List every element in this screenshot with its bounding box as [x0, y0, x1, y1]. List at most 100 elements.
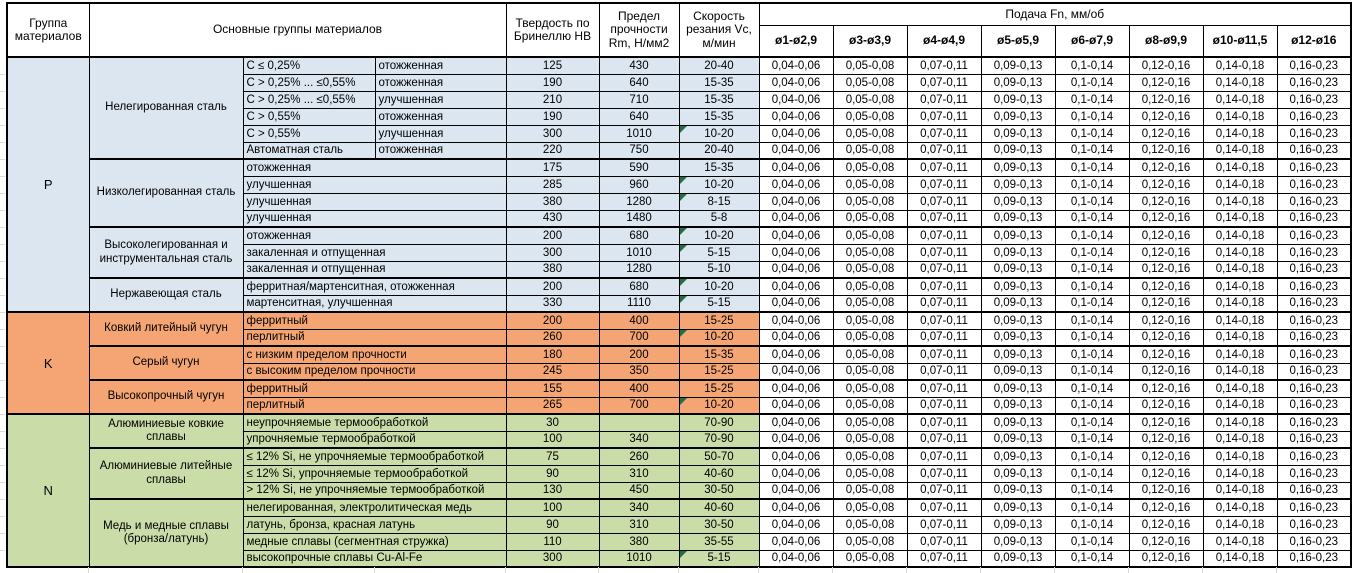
cutting-speed-cell[interactable]: 70-90	[678, 413, 760, 432]
feed-cell[interactable]: 0,05-0,08	[832, 362, 908, 381]
strength-cell[interactable]: 450	[598, 481, 680, 500]
feed-cell[interactable]: 0,05-0,08	[832, 192, 908, 211]
material-variant-cell[interactable]: высокопрочные сплавы Cu-Al-Fe	[242, 549, 507, 568]
feed-cell[interactable]: 0,05-0,08	[832, 124, 908, 143]
header-feed-d3[interactable]: ø4-ø4,9	[906, 24, 982, 58]
feed-cell[interactable]: 0,14-0,18	[1202, 158, 1278, 177]
feed-cell[interactable]: 0,05-0,08	[832, 549, 908, 568]
feed-cell[interactable]: 0,14-0,18	[1202, 311, 1278, 330]
feed-cell[interactable]: 0,07-0,11	[906, 549, 982, 568]
feed-cell[interactable]: 0,04-0,06	[758, 498, 834, 517]
cutting-speed-cell[interactable]: 40-60	[678, 498, 760, 517]
hardness-cell[interactable]: 155	[505, 379, 600, 398]
cutting-speed-cell[interactable]: 15-25	[678, 311, 760, 330]
feed-cell[interactable]: 0,09-0,13	[980, 396, 1056, 415]
hardness-cell[interactable]: 100	[505, 498, 600, 517]
material-subgroup-cell[interactable]: Медь и медные сплавы (бронза/латунь)	[88, 498, 244, 568]
cutting-speed-cell[interactable]: 15-35	[678, 90, 760, 109]
feed-cell[interactable]: 0,04-0,06	[758, 243, 834, 262]
feed-cell[interactable]: 0,05-0,08	[832, 158, 908, 177]
material-variant-cell[interactable]: закаленная и отпущенная	[242, 243, 507, 262]
feed-cell[interactable]: 0,12-0,16	[1128, 73, 1204, 92]
feed-cell[interactable]: 0,1-0,14	[1054, 345, 1130, 364]
state-cell[interactable]: улучшенная	[374, 124, 507, 143]
feed-cell[interactable]: 0,12-0,16	[1128, 226, 1204, 245]
feed-cell[interactable]: 0,05-0,08	[832, 311, 908, 330]
material-subgroup-cell[interactable]: Высоколегированная и инструментальная ст…	[88, 226, 244, 279]
cutting-speed-cell[interactable]: 8-15	[678, 192, 760, 211]
strength-cell[interactable]: 400	[598, 379, 680, 398]
feed-cell[interactable]: 0,04-0,06	[758, 430, 834, 449]
feed-cell[interactable]: 0,09-0,13	[980, 277, 1056, 296]
feed-cell[interactable]: 0,16-0,23	[1276, 311, 1352, 330]
feed-cell[interactable]: 0,07-0,11	[906, 209, 982, 228]
material-subgroup-cell[interactable]: Ковкий литейный чугун	[88, 311, 244, 347]
feed-cell[interactable]: 0,16-0,23	[1276, 413, 1352, 432]
feed-cell[interactable]: 0,04-0,06	[758, 311, 834, 330]
feed-cell[interactable]: 0,07-0,11	[906, 175, 982, 194]
feed-cell[interactable]: 0,1-0,14	[1054, 362, 1130, 381]
hardness-cell[interactable]: 190	[505, 73, 600, 92]
feed-cell[interactable]: 0,09-0,13	[980, 464, 1056, 483]
header-feed-d4[interactable]: ø5-ø5,9	[980, 24, 1056, 58]
material-variant-cell[interactable]: перлитный	[242, 328, 507, 347]
hardness-cell[interactable]: 380	[505, 260, 600, 279]
feed-cell[interactable]: 0,14-0,18	[1202, 243, 1278, 262]
feed-cell[interactable]: 0,09-0,13	[980, 515, 1056, 534]
header-feed-d1[interactable]: ø1-ø2,9	[758, 24, 834, 58]
feed-cell[interactable]: 0,12-0,16	[1128, 56, 1204, 75]
strength-cell[interactable]: 1010	[598, 549, 680, 568]
strength-cell[interactable]: 400	[598, 311, 680, 330]
feed-cell[interactable]: 0,04-0,06	[758, 277, 834, 296]
feed-cell[interactable]: 0,14-0,18	[1202, 532, 1278, 551]
feed-cell[interactable]: 0,14-0,18	[1202, 56, 1278, 75]
material-variant-cell[interactable]: ≤ 12% Si, не упрочняемые термообработкой	[242, 447, 507, 466]
state-cell[interactable]: отожженная	[374, 107, 507, 126]
feed-cell[interactable]: 0,07-0,11	[906, 192, 982, 211]
feed-cell[interactable]: 0,09-0,13	[980, 328, 1056, 347]
feed-cell[interactable]: 0,1-0,14	[1054, 413, 1130, 432]
feed-cell[interactable]: 0,12-0,16	[1128, 277, 1204, 296]
feed-cell[interactable]: 0,1-0,14	[1054, 430, 1130, 449]
header-feed-d7[interactable]: ø10-ø11,5	[1202, 24, 1278, 58]
feed-cell[interactable]: 0,05-0,08	[832, 226, 908, 245]
feed-cell[interactable]: 0,1-0,14	[1054, 226, 1130, 245]
feed-cell[interactable]: 0,14-0,18	[1202, 277, 1278, 296]
feed-cell[interactable]: 0,1-0,14	[1054, 532, 1130, 551]
strength-cell[interactable]: 680	[598, 226, 680, 245]
feed-cell[interactable]: 0,14-0,18	[1202, 549, 1278, 568]
material-variant-cell[interactable]: > 12% Si, не упрочняемые термообработкой	[242, 481, 507, 500]
feed-cell[interactable]: 0,12-0,16	[1128, 532, 1204, 551]
strength-cell[interactable]: 310	[598, 515, 680, 534]
feed-cell[interactable]: 0,12-0,16	[1128, 328, 1204, 347]
feed-cell[interactable]: 0,16-0,23	[1276, 56, 1352, 75]
strength-cell[interactable]: 750	[598, 141, 680, 160]
feed-cell[interactable]: 0,12-0,16	[1128, 175, 1204, 194]
feed-cell[interactable]: 0,09-0,13	[980, 260, 1056, 279]
cutting-speed-cell[interactable]: 10-20	[678, 277, 760, 296]
feed-cell[interactable]: 0,09-0,13	[980, 192, 1056, 211]
feed-cell[interactable]: 0,12-0,16	[1128, 243, 1204, 262]
strength-cell[interactable]: 700	[598, 328, 680, 347]
header-feed-title[interactable]: Подача Fn, мм/об	[758, 2, 1352, 26]
feed-cell[interactable]: 0,16-0,23	[1276, 362, 1352, 381]
feed-cell[interactable]: 0,05-0,08	[832, 209, 908, 228]
feed-cell[interactable]: 0,05-0,08	[832, 243, 908, 262]
feed-cell[interactable]: 0,05-0,08	[832, 345, 908, 364]
material-subgroup-cell[interactable]: Нелегированная сталь	[88, 56, 244, 160]
feed-cell[interactable]: 0,14-0,18	[1202, 498, 1278, 517]
feed-cell[interactable]: 0,14-0,18	[1202, 379, 1278, 398]
hardness-cell[interactable]: 130	[505, 481, 600, 500]
feed-cell[interactable]: 0,04-0,06	[758, 464, 834, 483]
feed-cell[interactable]: 0,07-0,11	[906, 396, 982, 415]
feed-cell[interactable]: 0,14-0,18	[1202, 260, 1278, 279]
hardness-cell[interactable]: 100	[505, 430, 600, 449]
state-cell[interactable]: отожженная	[374, 56, 507, 75]
feed-cell[interactable]: 0,12-0,16	[1128, 549, 1204, 568]
feed-cell[interactable]: 0,1-0,14	[1054, 311, 1130, 330]
cutting-speed-cell[interactable]: 10-20	[678, 124, 760, 143]
header-feed-d5[interactable]: ø6-ø7,9	[1054, 24, 1130, 58]
strength-cell[interactable]: 1110	[598, 294, 680, 313]
strength-cell[interactable]: 1280	[598, 192, 680, 211]
hardness-cell[interactable]: 300	[505, 124, 600, 143]
